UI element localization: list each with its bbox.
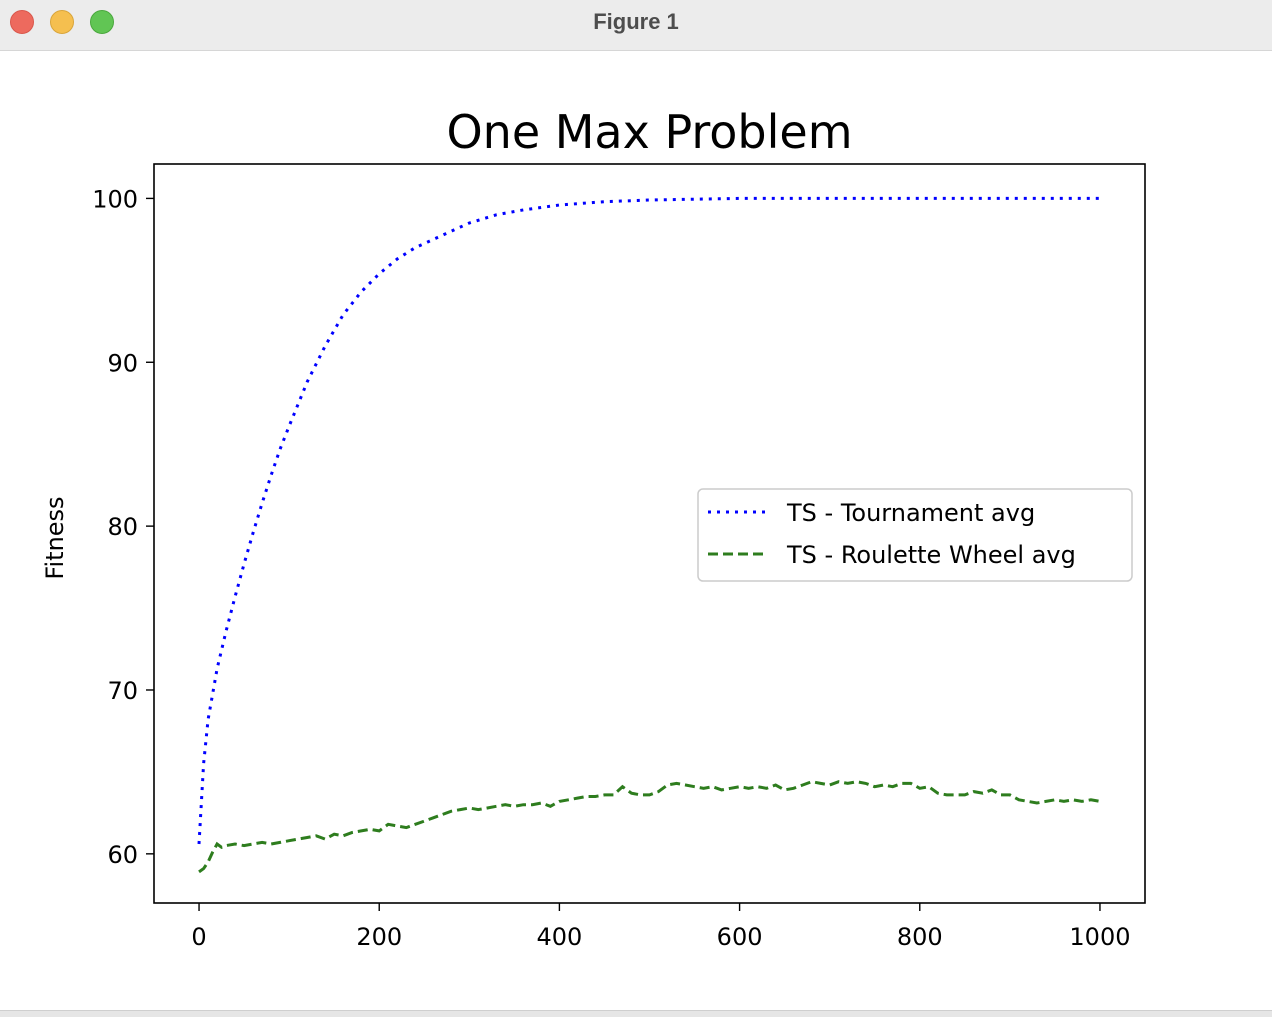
- y-axis-label: Fitness: [41, 496, 69, 579]
- close-window-button[interactable]: [10, 10, 34, 34]
- zoom-window-button[interactable]: [90, 10, 114, 34]
- x-tick-label: 800: [897, 923, 943, 951]
- series-lines: [197, 196, 1101, 874]
- y-tick-label: 100: [92, 185, 138, 213]
- x-tick-label: 400: [537, 923, 583, 951]
- x-tick-label: 600: [717, 923, 763, 951]
- legend: TS - Tournament avg TS - Roulette Wheel a…: [697, 488, 1133, 582]
- series-line-0: [197, 196, 1100, 845]
- legend-box: [697, 488, 1133, 582]
- y-tick-label: 80: [107, 513, 138, 541]
- axes: 0 200 400 600 800 1000 60 70 80 90 100: [92, 185, 1130, 951]
- x-tick-label: 0: [191, 923, 206, 951]
- y-tick-label: 60: [107, 841, 138, 869]
- y-tick-label: 70: [107, 677, 138, 705]
- legend-label-0: TS - Tournament avg: [786, 499, 1035, 527]
- series-line-1: [198, 780, 1101, 874]
- window-titlebar: Figure 1: [0, 0, 1272, 51]
- chart-title: One Max Problem: [446, 105, 852, 159]
- x-tick-label: 200: [356, 923, 402, 951]
- plot-frame: [153, 163, 1146, 904]
- bottom-toolbar-strip: [0, 1010, 1272, 1017]
- minimize-window-button[interactable]: [50, 10, 74, 34]
- x-tick-label: 1000: [1069, 923, 1130, 951]
- window-title: Figure 1: [593, 9, 679, 34]
- y-tick-label: 90: [107, 349, 138, 377]
- legend-label-1: TS - Roulette Wheel avg: [786, 541, 1076, 569]
